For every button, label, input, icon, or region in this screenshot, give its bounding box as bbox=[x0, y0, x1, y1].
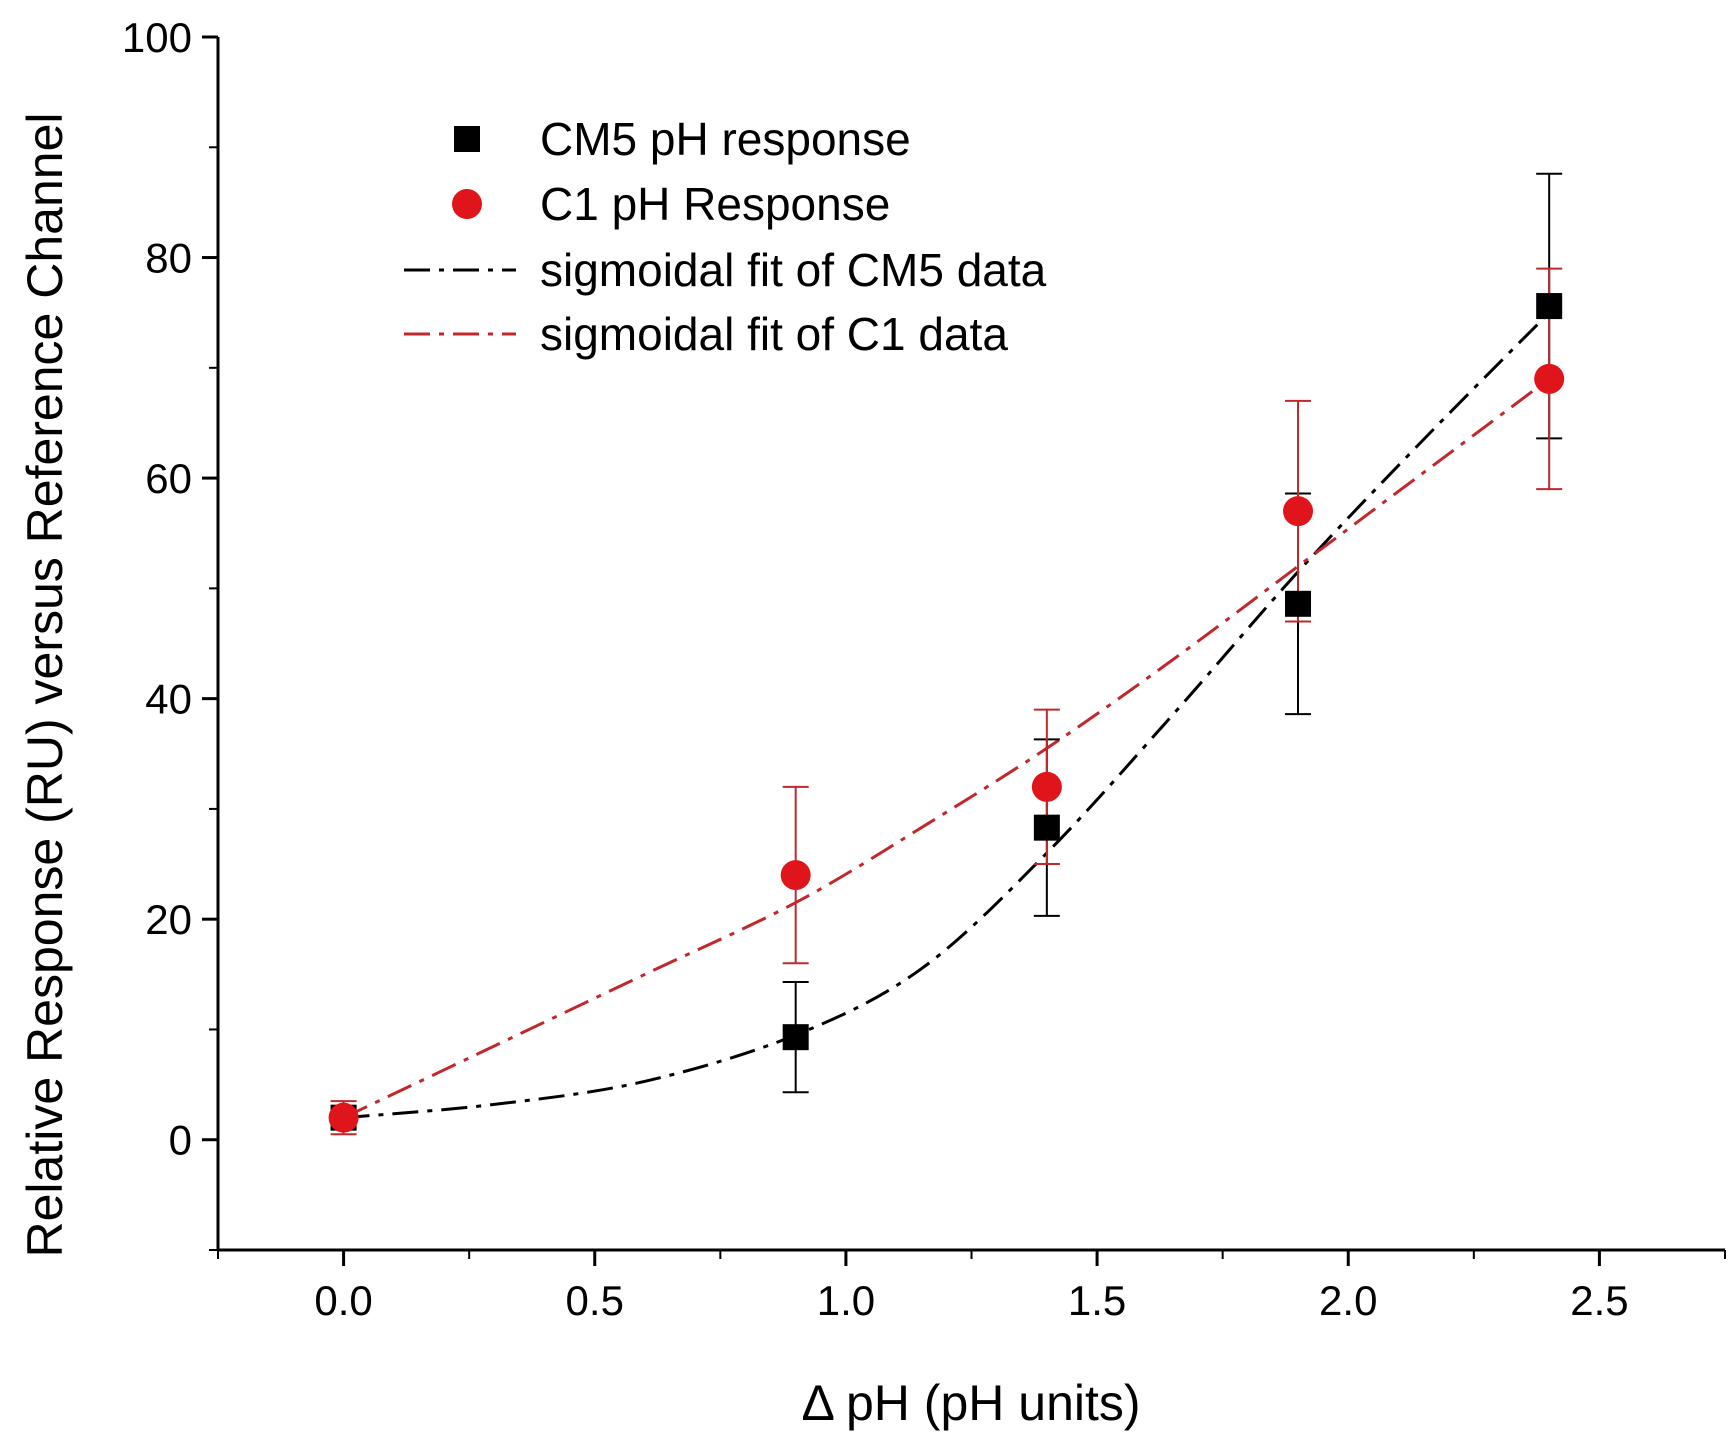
data-point-c1 bbox=[328, 1102, 359, 1133]
legend-label-c1-fit: sigmoidal fit of C1 data bbox=[540, 308, 1008, 360]
legend: CM5 pH response C1 pH Response sigmoidal… bbox=[404, 113, 1047, 360]
data-point-c1 bbox=[1534, 363, 1565, 394]
legend-label-cm5-fit: sigmoidal fit of CM5 data bbox=[540, 244, 1047, 296]
y-tick-label: 60 bbox=[145, 455, 192, 502]
y-tick-label: 100 bbox=[122, 14, 192, 61]
x-tick-label: 0.0 bbox=[314, 1277, 372, 1324]
x-ticks: 0.0 0.5 1.0 1.5 2.0 2.5 bbox=[217, 1250, 1726, 1324]
data-point-cm5 bbox=[1033, 814, 1060, 841]
data-point-c1 bbox=[1031, 771, 1062, 802]
legend-label-cm5: CM5 pH response bbox=[540, 113, 911, 165]
axes: 0 20 40 60 80 100 0.0 0.5 1.0 1.5 2.0 2.5 bbox=[122, 14, 1726, 1324]
fit-line-cm5 bbox=[343, 311, 1551, 1120]
x-tick-label: 1.5 bbox=[1068, 1277, 1126, 1324]
data-point-c1 bbox=[780, 860, 811, 891]
legend-marker-cm5 bbox=[454, 126, 480, 152]
fit-lines bbox=[342, 311, 1551, 1120]
y-axis-title: Relative Response (RU) versus Reference … bbox=[17, 113, 73, 1258]
x-tick-label: 1.0 bbox=[817, 1277, 875, 1324]
x-axis-title: Δ pH (pH units) bbox=[801, 1375, 1140, 1431]
x-tick-label: 0.5 bbox=[566, 1277, 624, 1324]
y-tick-label: 80 bbox=[145, 235, 192, 282]
fit-line-c1 bbox=[342, 377, 1551, 1120]
legend-marker-c1 bbox=[452, 189, 482, 219]
data-markers bbox=[328, 293, 1565, 1133]
data-point-cm5 bbox=[782, 1024, 809, 1051]
data-point-cm5 bbox=[1285, 590, 1312, 617]
legend-label-c1: C1 pH Response bbox=[540, 178, 890, 230]
x-tick-label: 2.0 bbox=[1319, 1277, 1377, 1324]
y-tick-label: 20 bbox=[145, 896, 192, 943]
y-ticks: 0 20 40 60 80 100 bbox=[122, 14, 218, 1251]
y-tick-label: 40 bbox=[145, 676, 192, 723]
x-tick-label: 2.5 bbox=[1570, 1277, 1628, 1324]
data-point-c1 bbox=[1283, 496, 1314, 527]
y-tick-label: 0 bbox=[169, 1117, 192, 1164]
data-point-cm5 bbox=[1536, 293, 1563, 320]
